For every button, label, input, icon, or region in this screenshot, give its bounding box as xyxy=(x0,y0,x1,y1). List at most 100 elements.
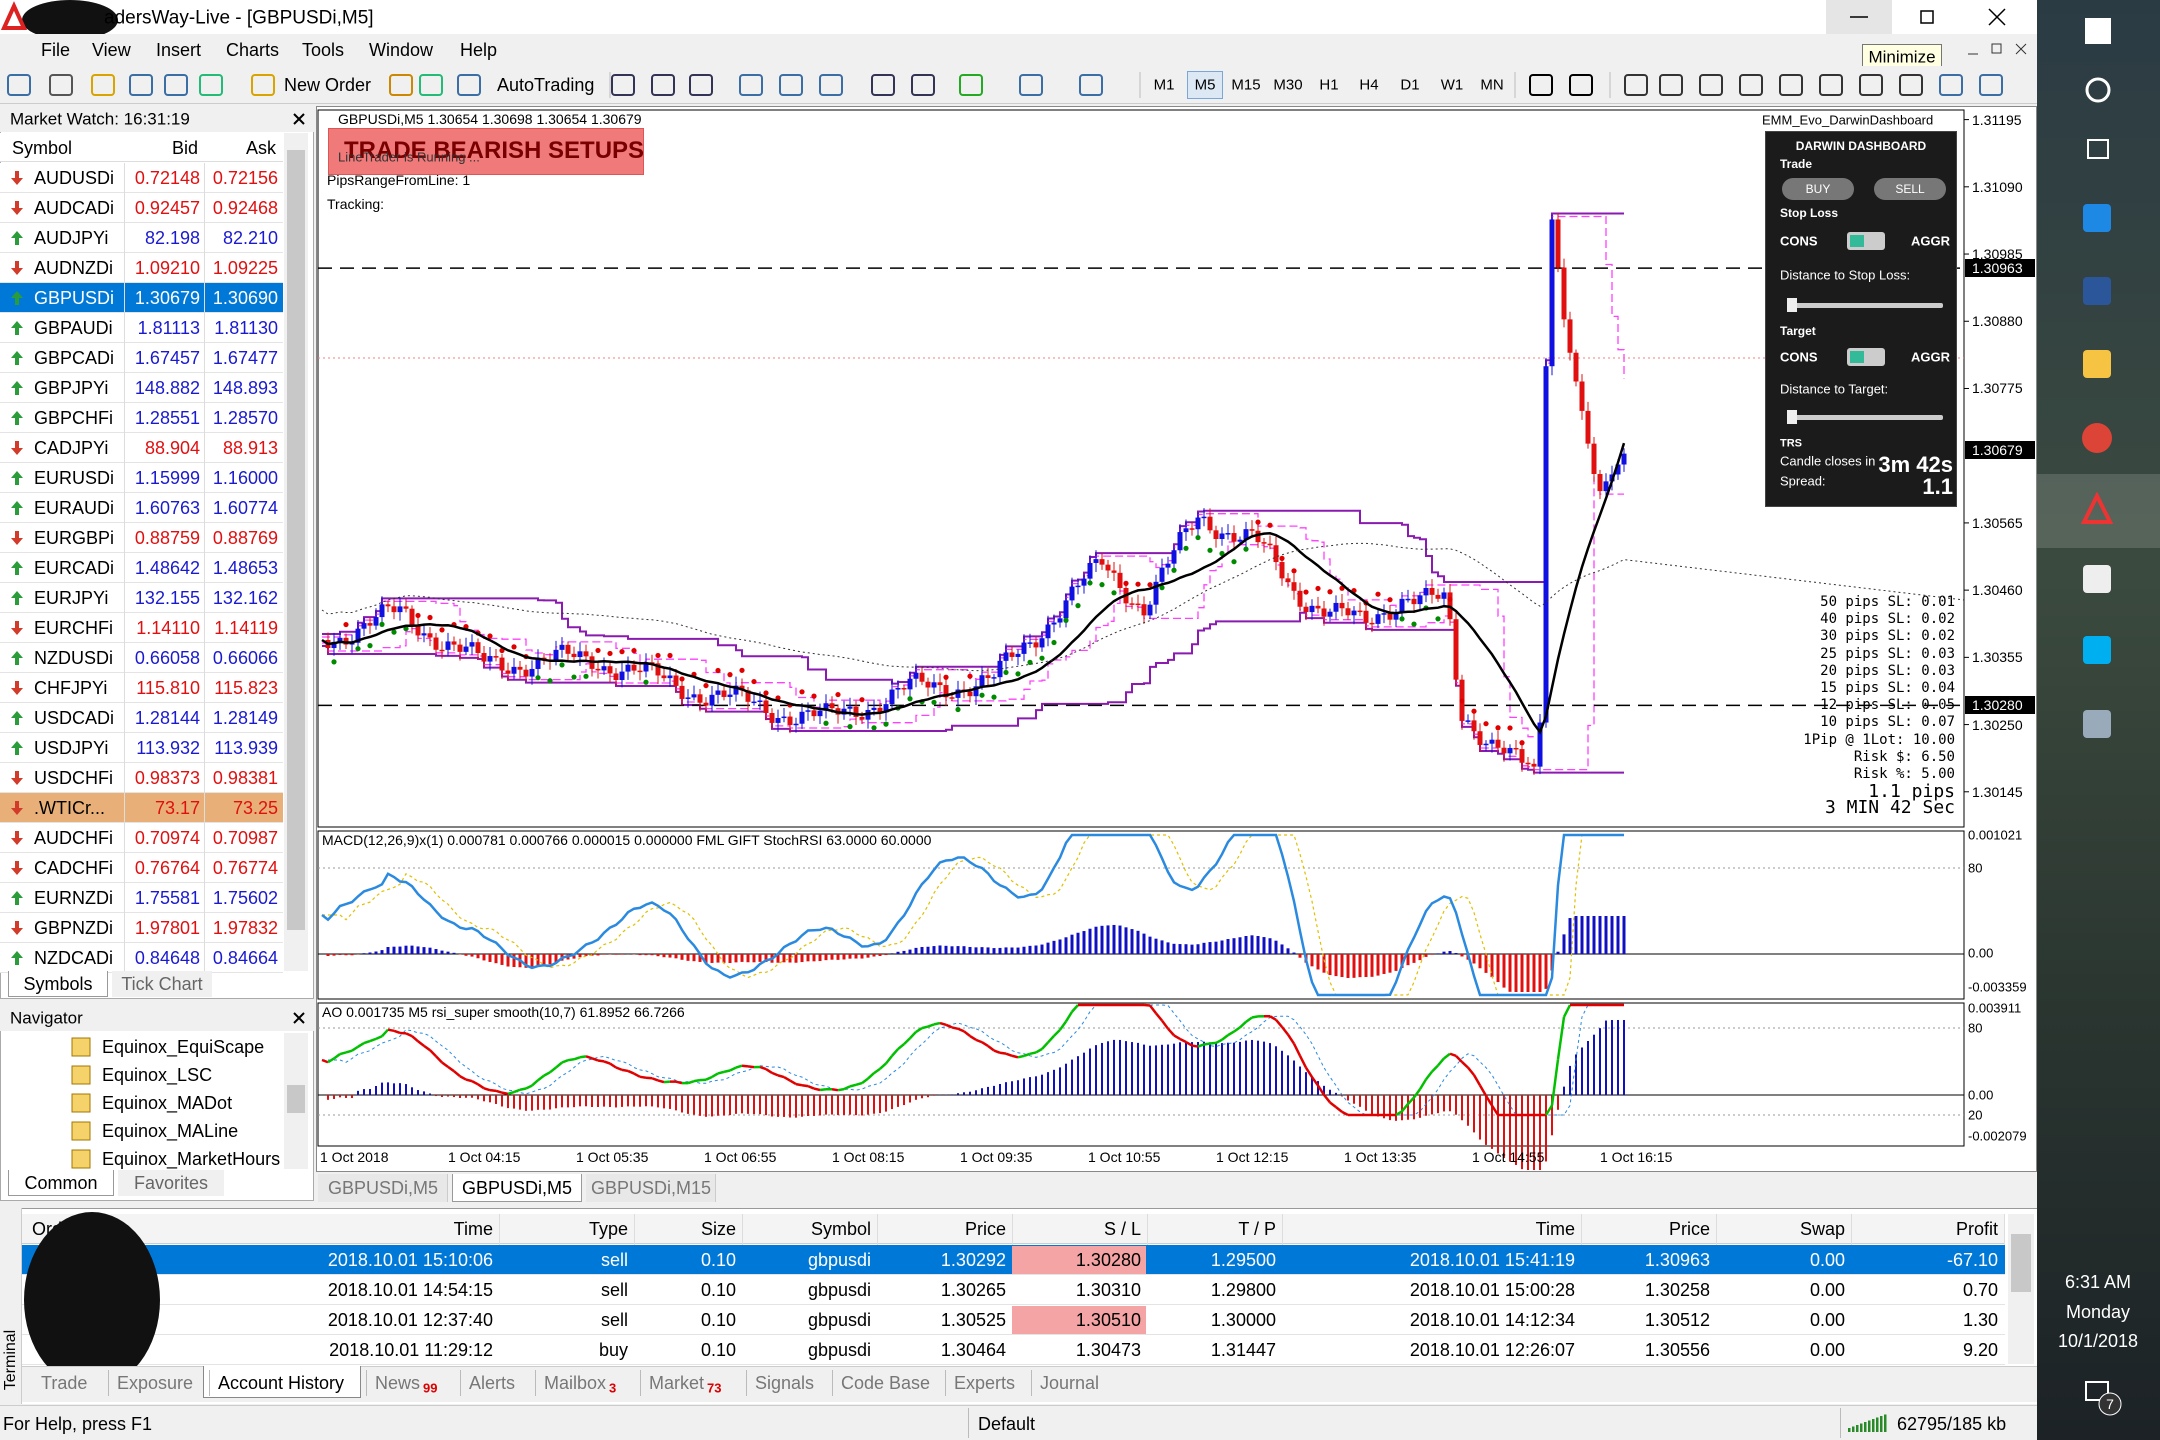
market-watch-row[interactable] xyxy=(0,673,283,703)
rsi-line xyxy=(615,1066,623,1072)
market-watch-row[interactable] xyxy=(0,703,283,733)
terminal-tab[interactable]: Alerts xyxy=(469,1373,516,1393)
toolbar-autotrading[interactable]: AutoTrading xyxy=(497,75,595,95)
terminal-tab[interactable]: Experts xyxy=(954,1373,1016,1393)
menu-item[interactable]: Charts xyxy=(226,40,280,60)
market-watch-row[interactable] xyxy=(0,583,283,613)
market-watch-row[interactable] xyxy=(0,313,283,343)
timeframe-button[interactable]: MN xyxy=(1480,76,1504,94)
trade-cell: 1.30265 xyxy=(940,1280,1006,1300)
menu-item[interactable]: Tools xyxy=(302,40,345,60)
trade-row[interactable] xyxy=(22,1335,2005,1365)
candle-body xyxy=(601,666,607,671)
slider[interactable] xyxy=(1787,303,1943,308)
market-watch-row[interactable] xyxy=(0,433,283,463)
market-watch-row[interactable] xyxy=(0,283,283,313)
time-label: 1 Oct 16:15 xyxy=(1600,1149,1673,1165)
toolbar-new-order[interactable]: New Order xyxy=(284,75,372,95)
timeframe-button[interactable]: M5 xyxy=(1194,76,1216,94)
rsi-line xyxy=(783,1075,791,1082)
market-watch-row[interactable] xyxy=(0,343,283,373)
trend-arrow xyxy=(11,321,23,335)
panel-tab[interactable] xyxy=(8,1170,114,1196)
column-header: Bid xyxy=(171,138,198,158)
candle-body xyxy=(1393,613,1399,620)
bid-price: 1.60763 xyxy=(134,498,200,518)
market-watch-row[interactable] xyxy=(0,193,283,223)
terminal-tab[interactable]: Trade xyxy=(41,1373,88,1393)
menu-item[interactable]: Insert xyxy=(156,40,202,60)
terminal-tab[interactable]: Account History xyxy=(218,1373,345,1393)
market-watch-row[interactable] xyxy=(0,853,283,883)
chart-tab[interactable] xyxy=(586,1174,716,1202)
terminal-tab[interactable]: Code Base xyxy=(841,1373,931,1393)
market-watch-row[interactable] xyxy=(0,493,283,523)
navigator-item[interactable]: Equinox_EquiScape xyxy=(102,1037,265,1057)
market-watch-row[interactable] xyxy=(0,643,283,673)
sell-label[interactable]: SELL xyxy=(1895,182,1925,196)
timeframe-button[interactable]: H1 xyxy=(1319,76,1339,94)
panel-tab[interactable] xyxy=(8,971,108,997)
rsi-line xyxy=(1292,1043,1302,1057)
market-watch-row[interactable] xyxy=(0,793,283,823)
terminal-tab[interactable]: Journal xyxy=(1040,1373,1100,1393)
cortana xyxy=(2085,77,2111,103)
toolbar-icon xyxy=(651,74,675,96)
terminal-tab[interactable]: News xyxy=(375,1373,421,1393)
column-header: T / P xyxy=(1238,1219,1276,1239)
timeframe-button[interactable]: M1 xyxy=(1153,76,1175,94)
menu-item[interactable]: View xyxy=(92,40,131,60)
navigator-item[interactable]: Equinox_MALine xyxy=(102,1121,239,1141)
chart-tab[interactable] xyxy=(318,1174,448,1202)
symbol-name: GBPCHFi xyxy=(34,408,114,428)
menu-item[interactable]: Window xyxy=(369,40,434,60)
timeframe-button[interactable]: D1 xyxy=(1400,76,1420,94)
market-watch-row[interactable] xyxy=(0,463,283,493)
trade-row[interactable] xyxy=(22,1275,2005,1305)
market-watch-row[interactable] xyxy=(0,883,283,913)
market-watch-row[interactable] xyxy=(0,763,283,793)
trade-cell: 1.29800 xyxy=(1210,1280,1276,1300)
slider[interactable] xyxy=(1787,415,1943,420)
candle-body xyxy=(871,707,877,710)
symbol-name: AUDNZDi xyxy=(34,258,113,278)
menu-item[interactable]: File xyxy=(41,40,71,60)
rsi-line xyxy=(861,1077,869,1085)
market-watch-row[interactable] xyxy=(0,733,283,763)
terminal-tab[interactable]: Mailbox xyxy=(544,1373,607,1393)
menu-item[interactable]: Help xyxy=(460,40,498,60)
panel-tab[interactable] xyxy=(118,1170,224,1196)
sell-button[interactable] xyxy=(1874,178,1946,200)
rsi-line xyxy=(1017,1054,1025,1059)
timeframe-button[interactable]: M30 xyxy=(1273,76,1303,94)
market-watch-row[interactable] xyxy=(0,913,283,943)
rsi-line xyxy=(1203,1042,1211,1046)
terminal-tab[interactable]: Signals xyxy=(755,1373,815,1393)
market-watch-row[interactable] xyxy=(0,523,283,553)
panel-tab[interactable] xyxy=(112,971,212,997)
market-watch-row[interactable] xyxy=(0,613,283,643)
toolbar-icons xyxy=(7,72,2003,98)
buy-label[interactable]: BUY xyxy=(1805,182,1831,196)
market-watch-row[interactable] xyxy=(0,253,283,283)
timeframe-button[interactable]: H4 xyxy=(1359,76,1379,94)
timeframe-button[interactable]: M15 xyxy=(1231,76,1261,94)
terminal-tab[interactable]: Market xyxy=(649,1373,705,1393)
buy-button[interactable] xyxy=(1782,178,1854,200)
market-watch-row[interactable] xyxy=(0,373,283,403)
chart-tab[interactable] xyxy=(452,1174,582,1202)
candle-body xyxy=(703,702,709,706)
trend-icon xyxy=(11,171,23,185)
market-watch-row[interactable] xyxy=(0,553,283,583)
navigator-item[interactable]: Equinox_MADot xyxy=(102,1093,233,1113)
market-watch-row[interactable] xyxy=(0,823,283,853)
trend-icon xyxy=(11,291,23,305)
terminal-tab[interactable]: Exposure xyxy=(117,1373,194,1393)
market-watch-row[interactable] xyxy=(0,403,283,433)
market-watch-row[interactable] xyxy=(0,223,283,253)
rsi-line xyxy=(897,1043,905,1051)
market-watch-row[interactable] xyxy=(0,163,283,193)
timeframe-button[interactable]: W1 xyxy=(1440,76,1464,94)
navigator-item[interactable]: Equinox_LSC xyxy=(102,1065,213,1085)
navigator-item[interactable]: Equinox_MarketHours xyxy=(102,1149,281,1169)
